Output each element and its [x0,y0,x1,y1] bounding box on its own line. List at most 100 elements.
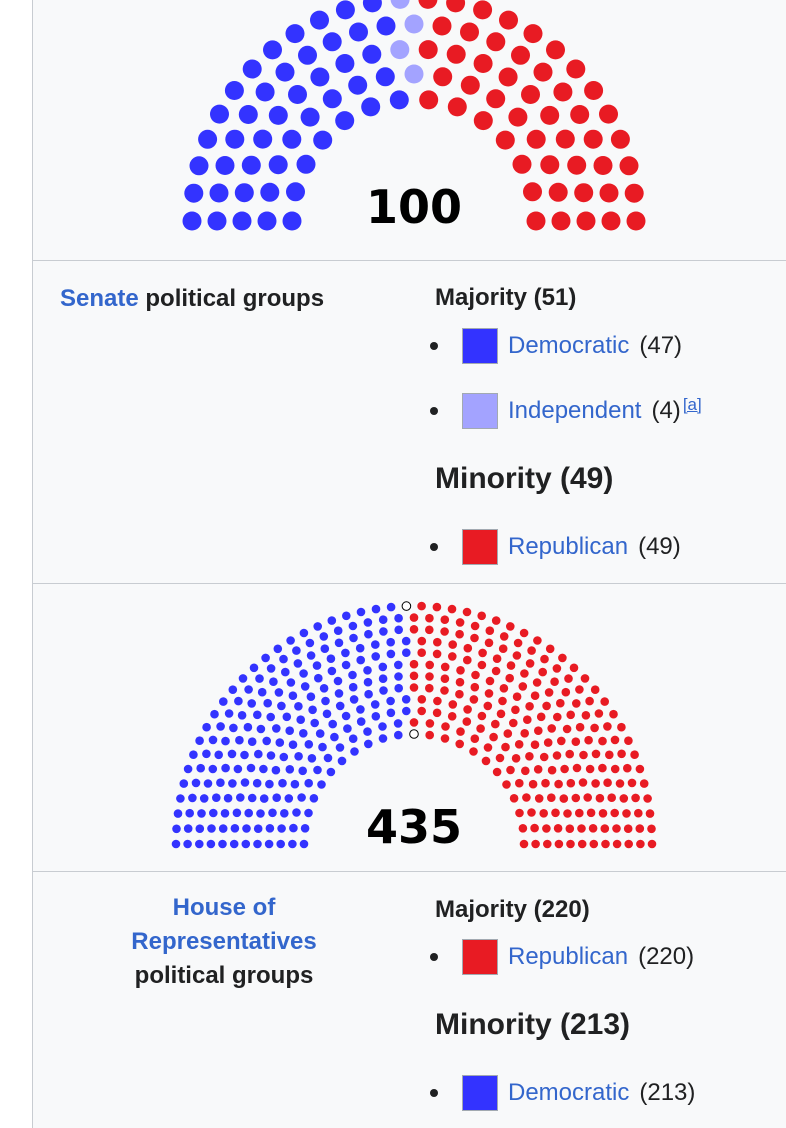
democratic-seat [172,824,181,834]
republican-seat [440,662,450,672]
party-seat-count: (49) [638,533,681,560]
democratic-seat [208,764,218,774]
republican-seat [446,44,466,64]
republican-seat [525,702,534,711]
republican-seat [470,633,479,643]
republican-seat [519,839,529,849]
democratic-seat [304,740,314,749]
independent-seat [390,40,410,60]
democratic-seat [349,633,358,643]
democratic-seat [218,839,227,849]
democratic-seat [299,669,308,678]
republican-seat [612,839,622,849]
republican-seat [571,793,581,803]
democratic-seat [319,632,329,641]
democratic-seat [394,683,404,693]
house-link[interactable]: House of Representatives [131,894,316,955]
democratic-seat [321,696,330,706]
democratic-seat [264,839,274,849]
republican-seat [599,183,619,203]
republican-seat [525,752,534,761]
republican-seat [470,682,480,692]
republican-party-link[interactable]: Republican [508,943,629,970]
democratic-seat [310,10,329,30]
vacant-seat [401,601,412,611]
democratic-seat [252,710,262,720]
democratic-seat [183,839,192,849]
republican-seat [509,718,518,728]
republican-seat [581,711,591,720]
democratic-seat [240,778,250,787]
democratic-seat [386,649,396,659]
republican-seat [522,793,531,802]
republican-seat [484,638,494,648]
republican-seat [456,666,465,675]
republican-seat [425,719,435,728]
democratic-seat [334,638,344,648]
democratic-seat [318,742,327,752]
republican-seat [417,648,427,657]
democratic-seat [294,702,303,711]
democratic-seat [362,0,382,13]
democratic-seat [216,778,225,787]
democratic-party-link[interactable]: Democratic [508,1079,630,1106]
democratic-seat [176,794,185,803]
democratic-seat [317,780,326,789]
republican-seat [607,793,616,802]
republican-seat [589,839,599,849]
democratic-seat [299,839,309,849]
republican-seat [561,687,571,697]
democratic-seat [285,765,295,774]
republican-seat [455,689,464,699]
democratic-seat [253,824,263,833]
house-seat-diagram[interactable] [0,584,786,871]
democratic-seat [349,695,359,704]
democratic-seat [188,793,197,803]
senate-groups-section [33,261,786,584]
democratic-seat [237,711,247,720]
democratic-seat [363,727,372,736]
democratic-seat [341,711,351,721]
footnote-link[interactable]: [a] [682,395,702,414]
republican-seat [409,625,419,634]
independent-party-link[interactable]: Independent [508,397,642,424]
republican-seat [598,763,607,773]
democratic-seat [198,129,218,149]
democratic-seat [333,676,343,686]
democratic-seat [241,155,261,175]
republican-seat [624,183,644,203]
senate-link[interactable]: Senate [60,285,139,312]
bullet [430,342,438,350]
republican-seat [433,637,442,647]
republican-seat [440,615,450,624]
republican-seat [610,764,620,774]
republican-seat [528,779,538,789]
senate-majority-heading: Majority (51) [435,284,577,311]
democratic-seat [297,793,306,802]
democratic-seat [238,105,258,124]
republican-seat [462,607,472,617]
democratic-seat [255,82,275,102]
democratic-seat [171,839,181,849]
democratic-seat [306,692,316,701]
republican-party-link[interactable]: Republican [508,533,629,560]
republican-seat [432,16,452,36]
republican-seat [460,22,479,42]
republican-seat [515,808,524,818]
republican-seat [577,824,586,833]
senate-seat-diagram[interactable] [0,0,786,260]
republican-seat [567,155,587,175]
house-minority-heading: Minority (213) [435,1008,631,1041]
democratic-seat [305,638,315,648]
democratic-seat [183,824,193,833]
democratic-seat [275,738,285,747]
republican-seat [491,616,501,625]
democratic-seat [322,89,342,109]
democratic-seat [296,154,316,174]
democratic-seat [386,637,396,647]
republican-seat [534,726,543,735]
republican-seat [585,764,595,774]
democratic-seat [241,839,251,849]
democratic-party-link[interactable]: Democratic [508,332,630,359]
democratic-seat [281,667,290,677]
